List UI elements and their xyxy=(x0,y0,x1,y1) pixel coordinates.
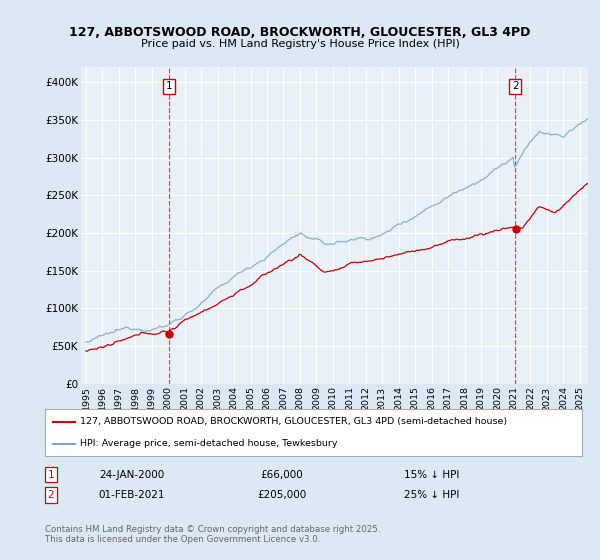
Text: Contains HM Land Registry data © Crown copyright and database right 2025.
This d: Contains HM Land Registry data © Crown c… xyxy=(45,525,380,544)
Text: 2: 2 xyxy=(512,81,518,91)
Text: £66,000: £66,000 xyxy=(260,470,304,480)
Text: 01-FEB-2021: 01-FEB-2021 xyxy=(99,490,165,500)
Text: 1: 1 xyxy=(47,470,55,480)
Text: 24-JAN-2000: 24-JAN-2000 xyxy=(100,470,164,480)
Text: £205,000: £205,000 xyxy=(257,490,307,500)
Text: Price paid vs. HM Land Registry's House Price Index (HPI): Price paid vs. HM Land Registry's House … xyxy=(140,39,460,49)
Text: 2: 2 xyxy=(47,490,55,500)
Text: 127, ABBOTSWOOD ROAD, BROCKWORTH, GLOUCESTER, GL3 4PD: 127, ABBOTSWOOD ROAD, BROCKWORTH, GLOUCE… xyxy=(70,26,530,39)
Text: HPI: Average price, semi-detached house, Tewkesbury: HPI: Average price, semi-detached house,… xyxy=(80,439,337,448)
Text: 127, ABBOTSWOOD ROAD, BROCKWORTH, GLOUCESTER, GL3 4PD (semi-detached house): 127, ABBOTSWOOD ROAD, BROCKWORTH, GLOUCE… xyxy=(80,417,507,426)
Text: 1: 1 xyxy=(166,81,173,91)
Text: 15% ↓ HPI: 15% ↓ HPI xyxy=(404,470,460,480)
Text: 25% ↓ HPI: 25% ↓ HPI xyxy=(404,490,460,500)
